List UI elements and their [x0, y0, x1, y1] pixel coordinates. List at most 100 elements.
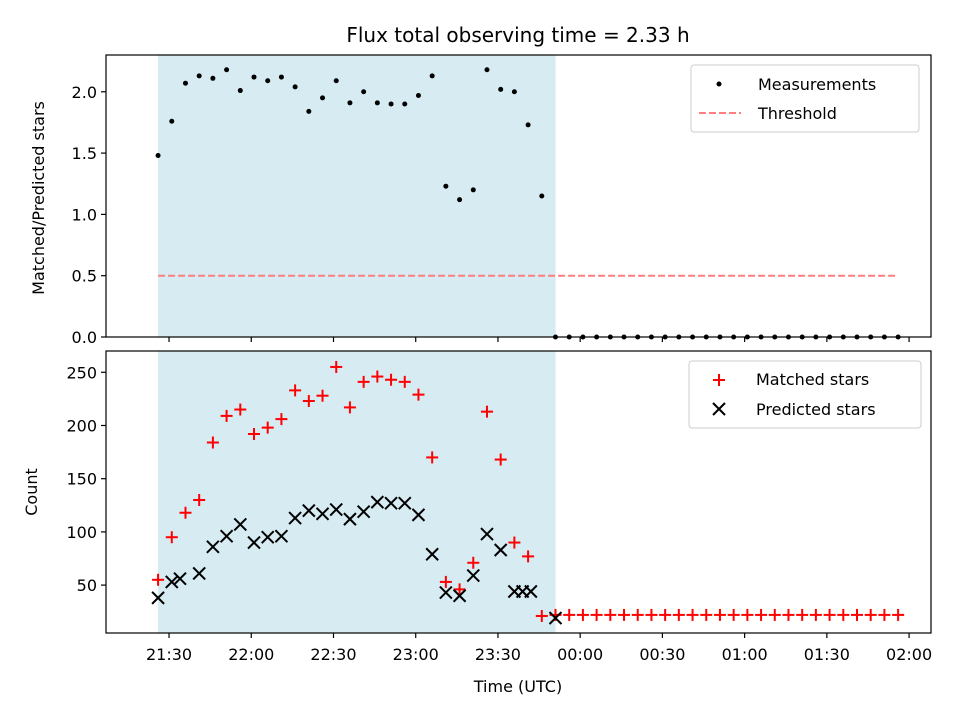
top-x-ticks: [168, 337, 910, 342]
measurement-point: [292, 84, 298, 90]
predicted-star-point: [524, 584, 538, 599]
matched-star-point: [371, 370, 384, 383]
matched-star-point: [330, 360, 343, 373]
x-tick-label: 00:30: [639, 645, 685, 664]
predicted-stars-points: [151, 495, 563, 625]
matched-star-point: [755, 608, 768, 621]
x-tick-label: 21:30: [146, 645, 192, 664]
matched-star-point: [796, 608, 809, 621]
measurement-point: [525, 122, 531, 128]
matched-star-point: [152, 573, 165, 586]
measurement-point: [374, 100, 380, 106]
matched-star-point: [220, 409, 233, 422]
predicted-star-point: [452, 589, 467, 603]
matched-star-point: [398, 375, 411, 388]
predicted-star-point: [315, 507, 330, 521]
matched-star-point: [412, 388, 425, 401]
predicted-star-point: [288, 511, 302, 525]
measurement-point: [402, 101, 408, 107]
legend-measurements-marker: [716, 81, 722, 87]
measurement-point: [278, 74, 284, 80]
measurement-point: [169, 118, 175, 124]
matched-star-point: [768, 608, 781, 621]
matched-star-point: [850, 608, 863, 621]
matched-star-point: [385, 373, 398, 386]
legend-predicted-label: Predicted stars: [756, 400, 876, 419]
bottom-panel: 50 100 150 200 250 21:30 22:00 22:30 23:00 23:30…: [22, 350, 932, 696]
matched-star-point: [289, 384, 302, 397]
measurement-point: [224, 67, 230, 73]
measurement-point: [347, 100, 353, 106]
measurement-point: [237, 88, 243, 94]
matched-star-point: [782, 608, 795, 621]
bottom-y-tick-label: 250: [66, 363, 97, 382]
bottom-y-tick-label: 100: [66, 523, 97, 542]
bottom-y-tick-label: 150: [66, 470, 97, 489]
measurement-point: [388, 101, 394, 107]
predicted-star-point: [466, 568, 480, 583]
x-tick-label: 01:30: [804, 645, 850, 664]
measurement-point: [251, 74, 257, 80]
matched-star-point: [206, 436, 219, 449]
matched-star-point: [576, 608, 589, 621]
predicted-star-point: [480, 527, 494, 541]
top-y-axis-label: Matched/Predicted stars: [29, 101, 48, 295]
top-y-tick-label: 2.0: [72, 83, 97, 102]
predicted-star-point: [219, 529, 234, 543]
matched-star-point: [686, 608, 699, 621]
predicted-star-point: [548, 611, 563, 625]
predicted-star-point: [274, 529, 289, 543]
predicted-star-point: [206, 540, 220, 554]
measurement-point: [415, 92, 421, 98]
matched-star-point: [618, 608, 631, 621]
matched-star-point: [741, 608, 754, 621]
matched-star-point: [357, 375, 370, 388]
matched-star-point: [302, 395, 315, 408]
x-tick-label: 01:00: [722, 645, 768, 664]
measurement-point: [539, 193, 545, 199]
matched-star-point: [494, 453, 507, 466]
matched-star-point: [631, 608, 644, 621]
measurement-point: [498, 86, 504, 92]
matched-star-point: [659, 608, 672, 621]
matched-star-point: [165, 531, 178, 544]
matched-star-point: [672, 608, 685, 621]
x-tick-label: 02:00: [886, 645, 932, 664]
matched-star-point: [193, 493, 206, 506]
matched-star-point: [467, 556, 480, 569]
predicted-star-point: [398, 496, 412, 510]
predicted-star-point: [384, 496, 398, 510]
top-panel: 0.00.51.01.52.0 Matched/Predicted stars …: [29, 54, 932, 347]
measurement-point: [333, 78, 339, 84]
matched-star-point: [179, 506, 192, 519]
matched-star-point: [864, 608, 877, 621]
predicted-star-point: [439, 585, 453, 600]
bottom-y-axis-label: Count: [22, 468, 41, 516]
predicted-star-point: [165, 575, 179, 589]
matched-star-point: [261, 421, 274, 434]
top-y-tick-label: 1.5: [72, 144, 97, 163]
measurement-point: [196, 73, 202, 79]
predicted-star-point: [343, 512, 357, 526]
predicted-star-point: [233, 517, 248, 532]
matched-star-point: [809, 608, 822, 621]
measurement-point: [429, 73, 435, 79]
legend-matched-label: Matched stars: [756, 370, 869, 389]
top-legend: Measurements Threshold: [690, 64, 920, 133]
legend-predicted-marker: [712, 402, 726, 416]
measurement-point: [265, 78, 271, 84]
top-y-ticks: 0.0 0.5 1.0 1.5 2.0: [72, 83, 106, 347]
matched-star-point: [645, 608, 658, 621]
predicted-star-point: [356, 504, 371, 519]
measurement-point: [470, 187, 476, 193]
bottom-axes-frame: [105, 350, 932, 634]
matched-star-point: [508, 536, 521, 549]
bottom-y-tick-label: 50: [77, 576, 97, 595]
matched-star-point: [522, 550, 535, 563]
top-y-tick-label: 1.0: [72, 205, 97, 224]
matched-star-point: [275, 413, 288, 426]
matched-star-point: [878, 608, 891, 621]
predicted-star-point: [192, 566, 206, 581]
top-axes-frame: [105, 54, 932, 338]
